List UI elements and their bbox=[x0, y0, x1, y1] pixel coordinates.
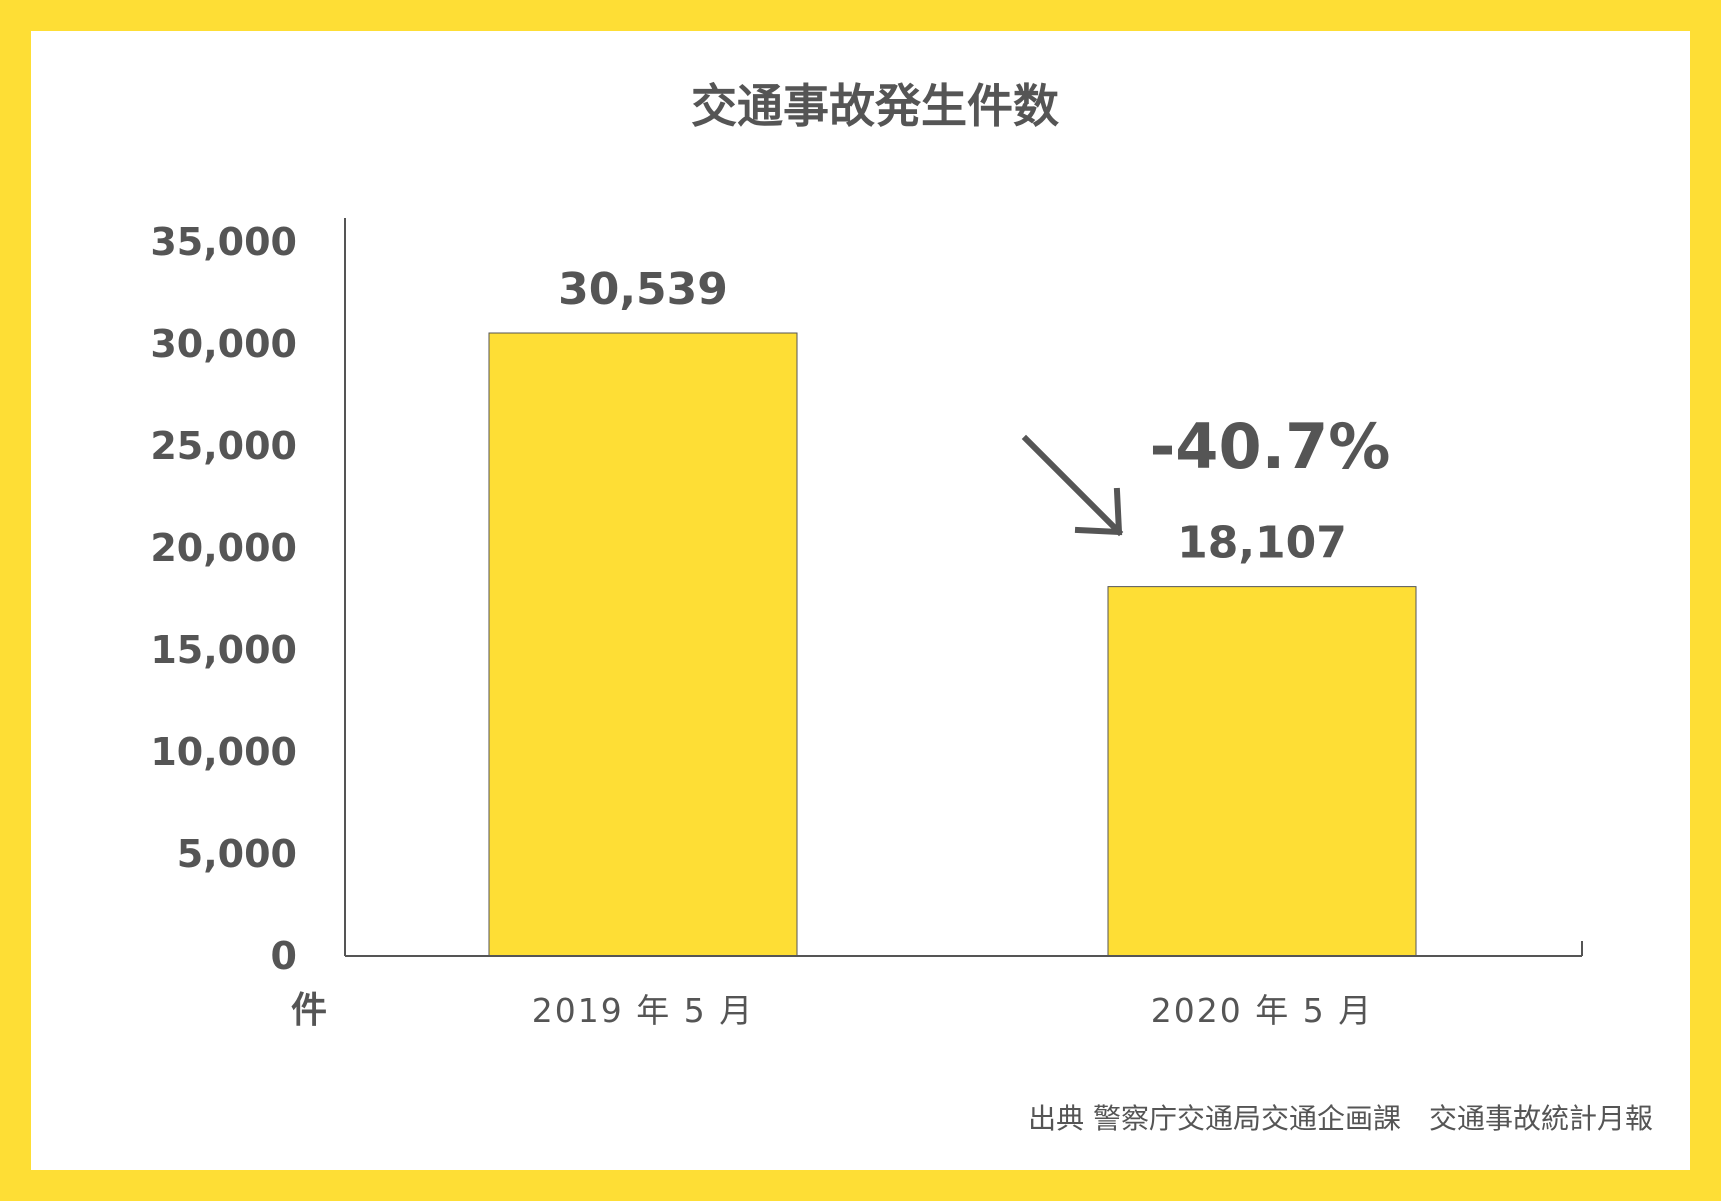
data-labels: 30,539 18,107 bbox=[558, 264, 1347, 569]
bar-chart: 交通事故発生件数 0 5,000 10,000 15,000 20,000 25,000 3… bbox=[150, 79, 1653, 1135]
y-tick-label: 10,000 bbox=[150, 730, 297, 774]
y-unit-label: 件 bbox=[291, 990, 327, 1031]
change-annotation: -40.7% bbox=[1150, 410, 1391, 483]
x-tick-label: 2019 年 5 月 bbox=[532, 991, 754, 1030]
x-tick-label: 2020 年 5 月 bbox=[1151, 991, 1373, 1030]
y-tick-label: 20,000 bbox=[150, 526, 297, 570]
down-arrow-icon bbox=[1021, 434, 1124, 537]
y-tick-label: 5,000 bbox=[177, 832, 297, 876]
y-tick-label: 0 bbox=[271, 934, 297, 978]
bar bbox=[1107, 586, 1417, 957]
bars bbox=[488, 332, 1417, 957]
y-tick-label: 25,000 bbox=[150, 424, 297, 468]
data-label: 30,539 bbox=[558, 264, 728, 315]
y-tick-label: 35,000 bbox=[150, 220, 297, 264]
chart-title: 交通事故発生件数 bbox=[691, 79, 1059, 133]
x-axis-ticks: 2019 年 5 月 2020 年 5 月 bbox=[532, 991, 1373, 1030]
chart-frame: 交通事故発生件数 0 5,000 10,000 15,000 20,000 25,000 3… bbox=[31, 31, 1690, 1170]
y-tick-label: 30,000 bbox=[150, 322, 297, 366]
source-note: 出典 警察庁交通局交通企画課 交通事故統計月報 bbox=[1028, 1102, 1653, 1135]
y-tick-label: 15,000 bbox=[150, 628, 297, 672]
bar bbox=[488, 332, 798, 957]
data-label: 18,107 bbox=[1177, 518, 1347, 569]
y-axis-ticks: 0 5,000 10,000 15,000 20,000 25,000 30,000 35,0… bbox=[150, 220, 297, 978]
